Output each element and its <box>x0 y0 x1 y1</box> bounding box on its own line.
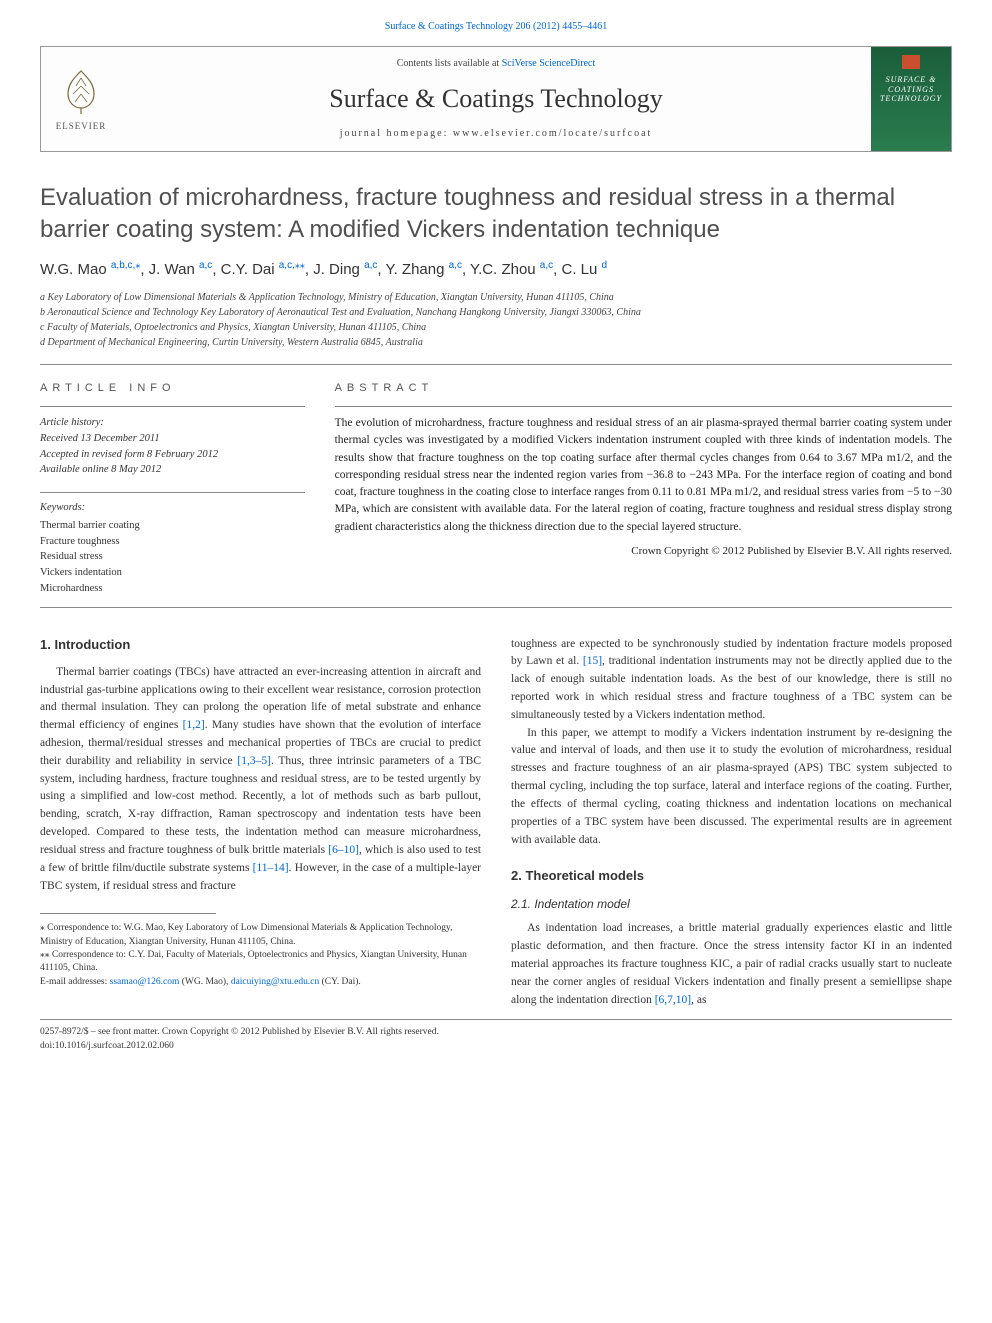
bottom-rule <box>40 1019 952 1020</box>
author-affil-sup[interactable]: a,b,c,⁎ <box>111 260 140 271</box>
author: Y. Zhang a,c <box>386 261 462 278</box>
indentation-subheading: 2.1. Indentation model <box>511 896 952 913</box>
left-column: 1. Introduction Thermal barrier coatings… <box>40 636 481 1010</box>
theory-heading: 2. Theoretical models <box>511 867 952 885</box>
email-who: (CY. Dai). <box>319 977 361 987</box>
email-who: (WG. Mao), <box>179 977 230 987</box>
journal-homepage[interactable]: journal homepage: www.elsevier.com/locat… <box>121 127 871 141</box>
article-info: article info Article history: Received 1… <box>40 381 305 597</box>
email-link[interactable]: ssamao@126.com <box>110 977 180 987</box>
citation-link[interactable]: [6–10] <box>328 844 359 856</box>
abstract-copyright: Crown Copyright © 2012 Published by Else… <box>335 544 952 559</box>
article-info-heading: article info <box>40 381 305 396</box>
keywords-label: Keywords: <box>40 501 305 516</box>
elsevier-logo: ELSEVIER <box>41 47 121 151</box>
cover-badge-icon <box>902 55 920 69</box>
abstract-heading: abstract <box>335 381 952 396</box>
emails-line: E-mail addresses: ssamao@126.com (WG. Ma… <box>40 976 481 989</box>
author: J. Wan a,c <box>149 261 213 278</box>
divider <box>40 607 952 608</box>
author-affil-sup[interactable]: a,c <box>540 260 553 271</box>
citation-link[interactable]: [11–14] <box>253 862 289 874</box>
short-rule <box>40 492 305 493</box>
journal-citation[interactable]: Surface & Coatings Technology 206 (2012)… <box>40 20 952 34</box>
abstract-text: The evolution of microhardness, fracture… <box>335 415 952 536</box>
contents-line: Contents lists available at SciVerse Sci… <box>121 57 871 71</box>
author-affil-sup[interactable]: a,c <box>199 260 212 271</box>
indent-paragraph: As indentation load increases, a brittle… <box>511 920 952 1009</box>
divider <box>40 364 952 365</box>
journal-cover: SURFACE & COATINGS TECHNOLOGY <box>871 47 951 151</box>
affiliation: d Department of Mechanical Engineering, … <box>40 335 952 350</box>
doi-line[interactable]: doi:10.1016/j.surfcoat.2012.02.060 <box>40 1040 952 1053</box>
contents-prefix: Contents lists available at <box>397 58 502 69</box>
received-date: Received 13 December 2011 <box>40 433 160 444</box>
bottom-meta: 0257-8972/$ – see front matter. Crown Co… <box>40 1026 952 1053</box>
info-abstract-row: article info Article history: Received 1… <box>40 381 952 597</box>
author: C.Y. Dai a,c,⁎⁎ <box>221 261 305 278</box>
body-columns: 1. Introduction Thermal barrier coatings… <box>40 636 952 1010</box>
keyword: Thermal barrier coating <box>40 518 305 534</box>
keyword: Fracture toughness <box>40 534 305 550</box>
footnote-rule <box>40 913 216 914</box>
intro-heading: 1. Introduction <box>40 636 481 654</box>
elsevier-tree-icon <box>56 66 106 116</box>
header-center: Contents lists available at SciVerse Sci… <box>121 47 871 151</box>
corresponding-note-2: ⁎⁎ Correspondence to: C.Y. Dai, Faculty … <box>40 949 481 976</box>
author-affil-sup[interactable]: a,c <box>364 260 377 271</box>
author-affil-sup[interactable]: a,c <box>449 260 462 271</box>
history-label: Article history: <box>40 417 104 428</box>
online-date: Available online 8 May 2012 <box>40 464 161 475</box>
citation-link[interactable]: [15] <box>583 655 602 667</box>
affiliation: b Aeronautical Science and Technology Ke… <box>40 305 952 320</box>
affiliation: a Key Laboratory of Low Dimensional Mate… <box>40 290 952 305</box>
article-title: Evaluation of microhardness, fracture to… <box>40 182 952 244</box>
text-run: , as <box>691 994 706 1006</box>
author-affil-sup[interactable]: a,c,⁎⁎ <box>279 260 305 271</box>
author: Y.C. Zhou a,c <box>470 261 553 278</box>
keywords-list: Thermal barrier coatingFracture toughnes… <box>40 518 305 597</box>
short-rule <box>40 406 305 407</box>
intro-paragraph-3: In this paper, we attempt to modify a Vi… <box>511 725 952 850</box>
elsevier-label: ELSEVIER <box>56 120 107 133</box>
affiliations: a Key Laboratory of Low Dimensional Mate… <box>40 290 952 350</box>
citation-link[interactable]: [1,3–5] <box>237 755 271 767</box>
author: J. Ding a,c <box>313 261 377 278</box>
affiliation: c Faculty of Materials, Optoelectronics … <box>40 320 952 335</box>
corresponding-note-1: ⁎ Correspondence to: W.G. Mao, Key Labor… <box>40 922 481 949</box>
keyword: Microhardness <box>40 581 305 597</box>
right-column: toughness are expected to be synchronous… <box>511 636 952 1010</box>
emails-label: E-mail addresses: <box>40 977 110 987</box>
text-run: . Thus, three intrinsic parameters of a … <box>40 755 481 856</box>
citation-link[interactable]: [1,2] <box>183 719 205 731</box>
issn-line: 0257-8972/$ – see front matter. Crown Co… <box>40 1026 952 1039</box>
author: C. Lu d <box>561 261 607 278</box>
author-list: W.G. Mao a,b,c,⁎, J. Wan a,c, C.Y. Dai a… <box>40 259 952 280</box>
abstract-column: abstract The evolution of microhardness,… <box>335 381 952 597</box>
keyword: Vickers indentation <box>40 565 305 581</box>
intro-paragraph-1: Thermal barrier coatings (TBCs) have att… <box>40 664 481 896</box>
sciencedirect-link[interactable]: SciVerse ScienceDirect <box>502 58 596 69</box>
email-link[interactable]: daicuiying@xtu.edu.cn <box>231 977 319 987</box>
accepted-date: Accepted in revised form 8 February 2012 <box>40 449 218 460</box>
journal-header: ELSEVIER Contents lists available at Sci… <box>40 46 952 152</box>
footnotes: ⁎ Correspondence to: W.G. Mao, Key Labor… <box>40 922 481 988</box>
article-history: Article history: Received 13 December 20… <box>40 415 305 478</box>
author: W.G. Mao a,b,c,⁎ <box>40 261 140 278</box>
journal-name: Surface & Coatings Technology <box>121 81 871 117</box>
keyword: Residual stress <box>40 549 305 565</box>
author-affil-sup[interactable]: d <box>602 260 608 271</box>
short-rule <box>335 406 952 407</box>
citation-link[interactable]: [6,7,10] <box>655 994 691 1006</box>
intro-paragraph-2: toughness are expected to be synchronous… <box>511 636 952 725</box>
cover-title: SURFACE & COATINGS TECHNOLOGY <box>875 75 947 104</box>
text-run: As indentation load increases, a brittle… <box>511 922 952 1005</box>
